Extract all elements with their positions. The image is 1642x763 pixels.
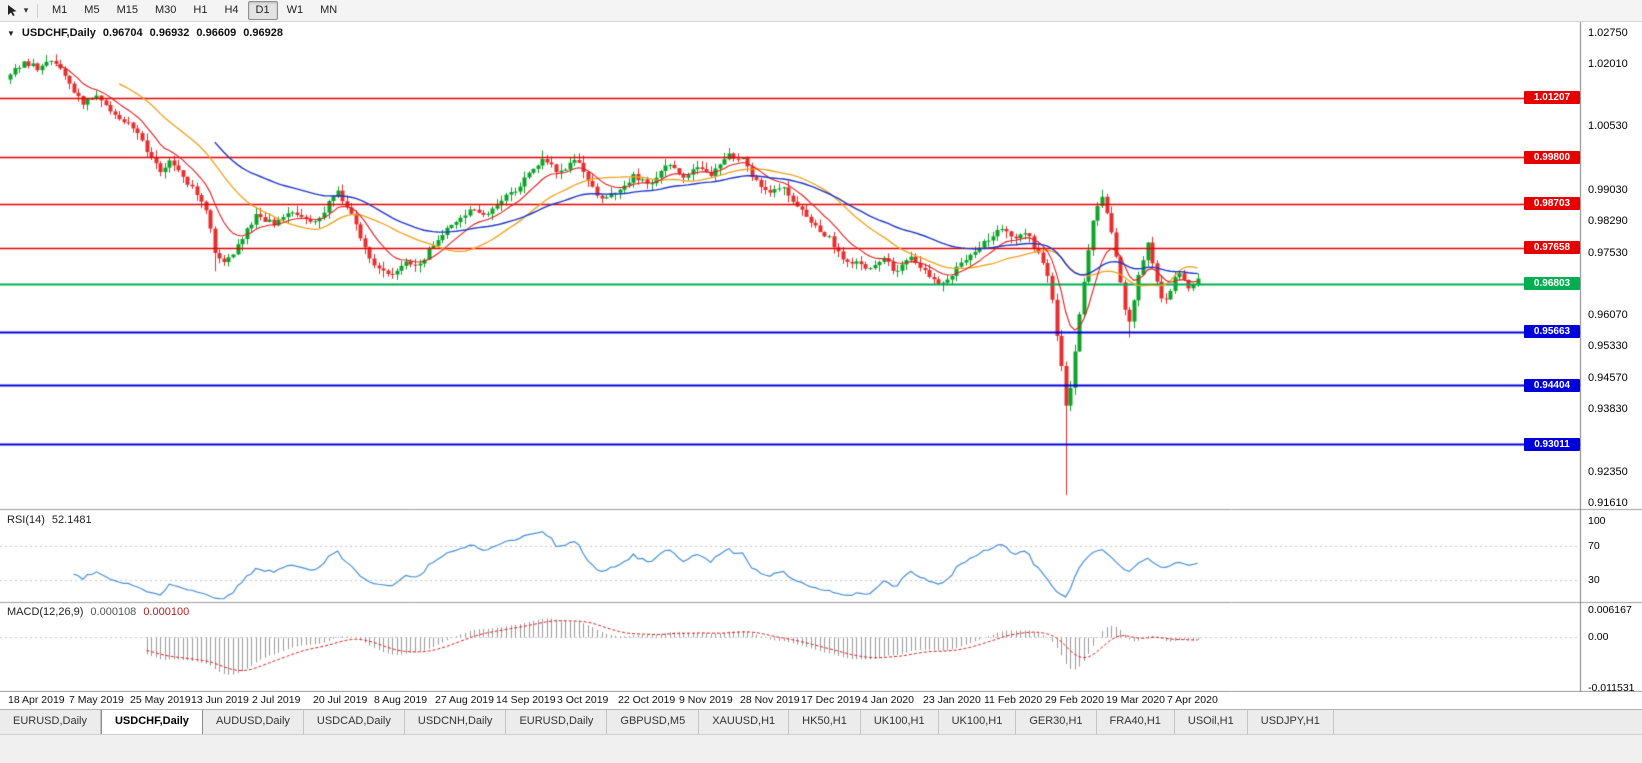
- timeframe-bar: M1 M5 M15 M30 H1 H4 D1 W1 MN: [44, 1, 345, 20]
- date-axis-label: 11 Feb 2020: [984, 694, 1043, 706]
- ohlc-low: 0.96609: [196, 27, 237, 39]
- chart-tab-HK50-H1[interactable]: HK50,H1: [789, 710, 861, 734]
- chart-tab-bar: EURUSD,Daily USDCHF,Daily AUDUSD,Daily USDC…: [0, 709, 1642, 734]
- date-axis-label: 4 Jan 2020: [862, 694, 914, 706]
- date-axis-label: 3 Oct 2019: [557, 694, 609, 706]
- cursor-pointer-icon[interactable]: [4, 3, 20, 19]
- rsi-value: 52.1481: [51, 514, 92, 526]
- date-axis-label: 22 Oct 2019: [618, 694, 676, 706]
- chart-tab-GER30-H1[interactable]: GER30,H1: [1016, 710, 1097, 734]
- chart-tab-USDJPY-H1[interactable]: USDJPY,H1: [1247, 710, 1334, 734]
- date-axis-label: 7 Apr 2020: [1167, 694, 1218, 706]
- date-axis-label: 18 Apr 2019: [8, 694, 65, 706]
- macd-label: MACD(12,26,9): [7, 606, 84, 618]
- date-axis-label: 19 Mar 2020: [1106, 694, 1165, 706]
- timeframe-button-H4[interactable]: H4: [224, 4, 239, 16]
- timeframe-button-H1[interactable]: H1: [193, 4, 208, 16]
- chart-tab-UK100-H1[interactable]: UK100,H1: [938, 710, 1017, 734]
- dropdown-caret-icon[interactable]: ▾: [23, 5, 29, 15]
- date-axis-label: 23 Jan 2020: [923, 694, 981, 706]
- timeframe-button-D1[interactable]: D1: [247, 1, 278, 20]
- toolbar-separator: [37, 3, 38, 18]
- date-axis-label: 7 May 2019: [69, 694, 124, 706]
- date-axis-label: 20 Jul 2019: [313, 694, 368, 706]
- date-axis-label: 13 Jun 2019: [191, 694, 249, 706]
- date-axis-label: 17 Dec 2019: [801, 694, 861, 706]
- date-axis: 18 Apr 2019 7 May 2019 25 May 2019 13 Jun 2…: [0, 692, 1642, 709]
- chart-tab-XAUUSD-H1[interactable]: XAUUSD,H1: [699, 710, 790, 734]
- status-bar: [0, 734, 1642, 763]
- date-axis-label: 8 Aug 2019: [374, 694, 428, 706]
- chart-tab-USDCAD-Daily[interactable]: USDCAD,Daily: [303, 710, 405, 734]
- timeframe-button-M30[interactable]: M30: [154, 4, 177, 16]
- date-axis-label: 27 Aug 2019: [435, 694, 494, 706]
- date-axis-label: 29 Feb 2020: [1045, 694, 1104, 706]
- top-toolbar: ▾ M1 M5 M15 M30 H1 H4 D1 W1 MN: [0, 0, 1642, 22]
- timeframe-button-M5[interactable]: M5: [84, 4, 100, 16]
- chart-tab-GBPUSD-M5[interactable]: GBPUSD,M5: [607, 710, 700, 734]
- chart-tab-EURUSD-Daily[interactable]: EURUSD,Daily: [0, 710, 101, 734]
- chart-tab-FRA40-H1[interactable]: FRA40,H1: [1096, 710, 1175, 734]
- chart-tab-USDCHF-Daily[interactable]: USDCHF,Daily: [100, 710, 203, 734]
- price-chart-canvas[interactable]: [0, 22, 1642, 692]
- chart-tab-UK100-H1[interactable]: UK100,H1: [860, 710, 939, 734]
- timeframe-button-M15[interactable]: M15: [116, 4, 138, 16]
- timeframe-button-M1[interactable]: M1: [52, 4, 68, 16]
- rsi-label: RSI(14): [7, 514, 45, 526]
- chart-tab-AUDUSD-Daily[interactable]: AUDUSD,Daily: [202, 710, 304, 734]
- chart-ohlc-header: ▼ USDCHF,Daily 0.96704 0.96932 0.96609 0…: [7, 27, 283, 39]
- collapse-triangle-icon[interactable]: ▼: [7, 28, 15, 38]
- date-axis-label: 9 Nov 2019: [679, 694, 733, 706]
- date-axis-label: 2 Jul 2019: [252, 694, 301, 706]
- date-axis-label: 25 May 2019: [130, 694, 191, 706]
- timeframe-button-MN[interactable]: MN: [320, 4, 338, 16]
- timeframe-button-W1[interactable]: W1: [286, 4, 304, 16]
- chart-tab-USOil-H1[interactable]: USOil,H1: [1174, 710, 1248, 734]
- chart-tab-USDCNH-Daily[interactable]: USDCNH,Daily: [404, 710, 507, 734]
- chart-tab-EURUSD-Daily[interactable]: EURUSD,Daily: [506, 710, 608, 734]
- macd-header: MACD(12,26,9) 0.000108 0.000100: [7, 606, 189, 618]
- ohlc-high: 0.96932: [149, 27, 190, 39]
- date-axis-label: 28 Nov 2019: [740, 694, 800, 706]
- macd-signal-value: 0.000100: [143, 606, 190, 618]
- ohlc-open: 0.96704: [102, 27, 143, 39]
- date-axis-label: 14 Sep 2019: [496, 694, 556, 706]
- rsi-header: RSI(14) 52.1481: [7, 514, 92, 526]
- chart-symbol-label: USDCHF,Daily: [21, 27, 96, 39]
- macd-main-value: 0.000108: [90, 606, 137, 618]
- ohlc-close: 0.96928: [243, 27, 283, 39]
